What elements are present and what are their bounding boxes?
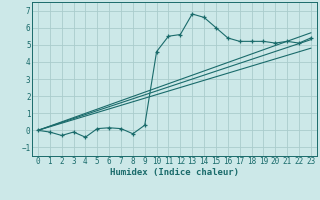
- X-axis label: Humidex (Indice chaleur): Humidex (Indice chaleur): [110, 168, 239, 177]
